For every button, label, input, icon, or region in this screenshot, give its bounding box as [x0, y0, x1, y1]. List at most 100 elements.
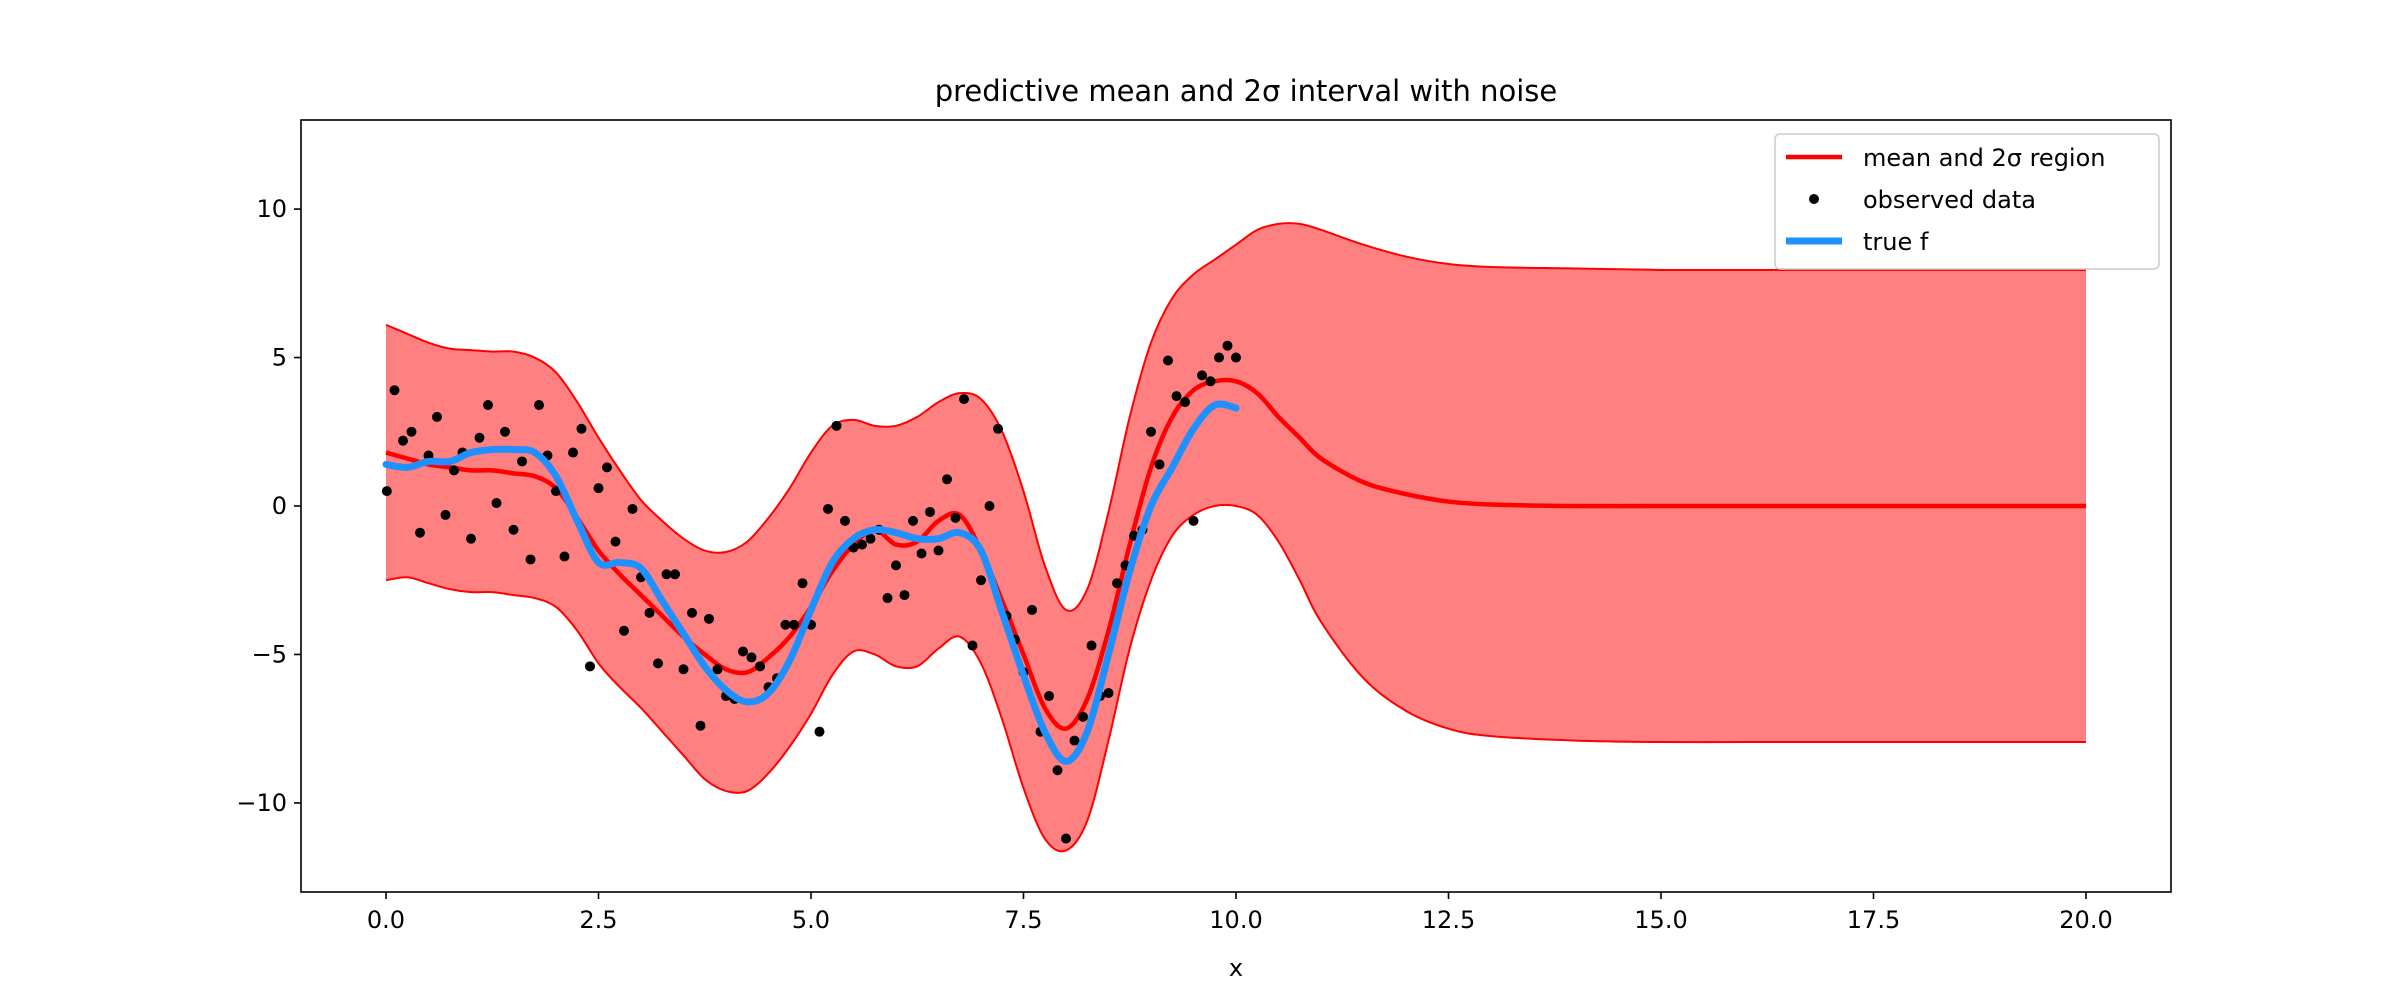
x-tick-label: 17.5	[1847, 906, 1900, 934]
observed-point	[823, 503, 833, 514]
observed-point	[381, 486, 392, 497]
observed-point	[789, 619, 799, 630]
observed-point	[712, 664, 723, 675]
y-tick-label: −5	[252, 640, 287, 668]
y-tick-label: 0	[272, 492, 287, 520]
legend-label-mean: mean and 2σ region	[1863, 144, 2105, 172]
observed-point	[942, 474, 952, 485]
observed-point	[585, 661, 595, 672]
x-axis: 0.0 2.5 5.0 7.5 10.0 12.5 15.0 17.5 20.0	[367, 892, 2113, 934]
observed-point	[1146, 426, 1156, 437]
observed-point	[500, 426, 510, 437]
observed-point	[440, 509, 451, 520]
observed-point	[1180, 397, 1190, 408]
legend: mean and 2σ region observed data true f	[1774, 133, 2160, 270]
x-tick-label: 5.0	[792, 906, 830, 934]
observed-point	[525, 554, 536, 565]
observed-point	[466, 533, 476, 544]
band-lower-edge	[385, 503, 2086, 853]
observed-point	[534, 400, 544, 411]
legend-box	[1774, 133, 2160, 270]
observed-point	[653, 658, 663, 669]
observed-point	[1154, 459, 1165, 470]
x-tick-label: 15.0	[1634, 906, 1687, 934]
observed-point	[551, 486, 561, 497]
observed-point	[559, 551, 570, 562]
observed-point	[1214, 352, 1224, 363]
observed-point	[1222, 340, 1233, 351]
observed-point	[1163, 355, 1173, 366]
chart-title: predictive mean and 2σ interval with noi…	[935, 74, 1558, 108]
observed-point	[670, 569, 680, 580]
observed-point	[1112, 578, 1122, 589]
observed-point	[1197, 370, 1207, 381]
observed-point	[908, 515, 918, 526]
observed-point	[1061, 833, 1071, 844]
observed-point	[491, 498, 502, 509]
observed-point	[610, 536, 621, 547]
observed-point	[389, 385, 400, 396]
observed-point	[891, 560, 901, 571]
observed-point	[517, 456, 527, 467]
observed-point	[1103, 688, 1114, 699]
observed-point	[950, 512, 961, 523]
observed-point	[933, 545, 944, 556]
observed-point	[865, 533, 876, 544]
observed-point	[593, 483, 604, 494]
observed-point	[746, 652, 757, 663]
observed-point	[1044, 691, 1054, 702]
plot-layer	[381, 222, 2086, 853]
observed-point	[993, 423, 1003, 434]
observed-point	[627, 503, 638, 514]
y-tick-label: −10	[236, 789, 287, 817]
observed-point	[1171, 391, 1182, 402]
observed-point	[1086, 640, 1097, 651]
observed-point	[687, 607, 697, 618]
observed-point	[984, 501, 995, 511]
observed-point	[780, 619, 791, 630]
y-tick-label: 10	[256, 195, 287, 223]
observed-point	[925, 506, 935, 517]
x-tick-label: 20.0	[2059, 906, 2112, 934]
band-upper-edge	[385, 222, 2086, 612]
observed-point	[1205, 376, 1216, 387]
observed-point	[661, 569, 672, 580]
observed-point	[976, 575, 986, 586]
observed-point	[576, 423, 587, 434]
observed-point	[568, 447, 578, 458]
observed-point	[1231, 352, 1241, 363]
legend-label-observed: observed data	[1863, 186, 2036, 214]
observed-point	[959, 394, 969, 405]
observed-point	[415, 527, 425, 538]
observed-point	[899, 590, 910, 601]
observed-point	[474, 432, 485, 443]
x-tick-label: 0.0	[367, 906, 405, 934]
observed-point	[678, 664, 689, 675]
legend-label-true-f: true f	[1863, 228, 1929, 256]
observed-point	[1069, 735, 1080, 746]
observed-point	[1052, 765, 1063, 776]
observed-point	[857, 539, 867, 550]
x-tick-label: 2.5	[579, 906, 617, 934]
observed-point	[738, 646, 748, 657]
observed-point	[704, 613, 714, 624]
x-tick-label: 7.5	[1004, 906, 1042, 934]
observed-point	[449, 465, 459, 476]
observed-point	[882, 593, 893, 604]
observed-point	[840, 515, 850, 526]
observed-point	[755, 661, 765, 672]
observed-point	[1188, 515, 1199, 526]
observed-point	[508, 524, 519, 535]
x-tick-label: 10.0	[1209, 906, 1262, 934]
x-axis-label: x	[1229, 954, 1243, 982]
legend-observed-marker	[1809, 194, 1819, 204]
confidence-band	[386, 223, 2086, 852]
observed-point	[695, 720, 706, 731]
observed-point	[1027, 604, 1037, 615]
observed-point	[644, 607, 655, 618]
observed-point	[831, 420, 842, 431]
observed-point	[398, 435, 408, 446]
observed-point	[814, 726, 825, 737]
observed-point	[406, 426, 417, 437]
true-f-line	[382, 400, 1240, 765]
